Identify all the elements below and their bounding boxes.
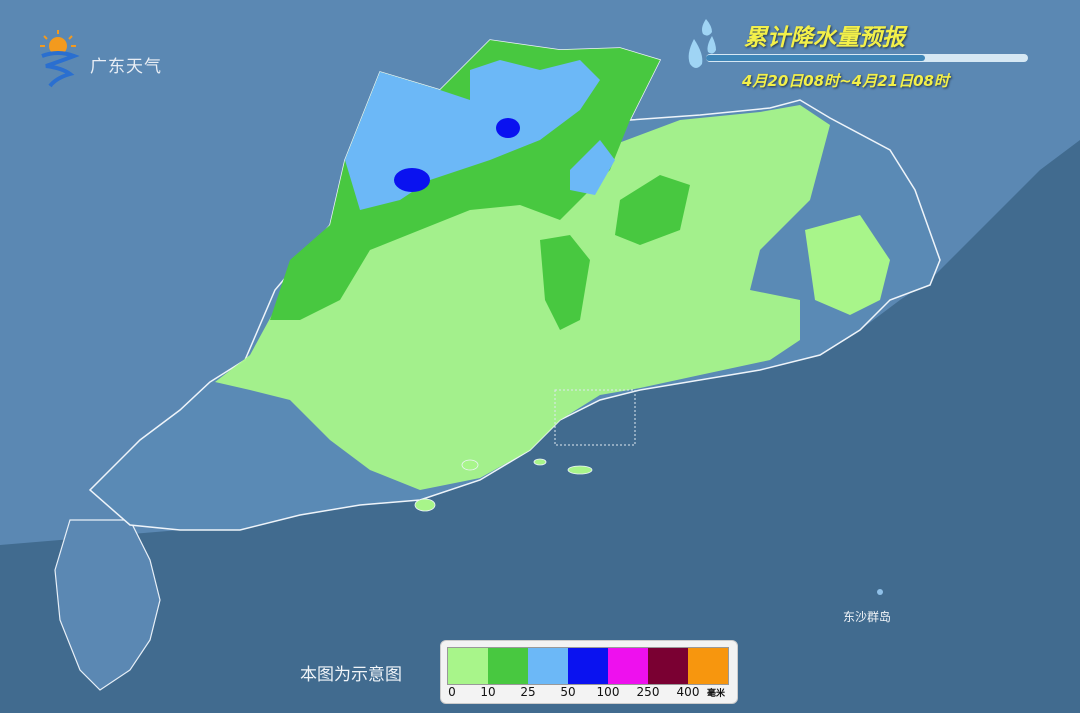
legend-tick: 10 <box>480 685 496 699</box>
rain-zone-50-100-2 <box>496 118 520 138</box>
leizhou-peninsula <box>54 519 161 691</box>
dongsha-islands-label: 东沙群岛 <box>843 610 892 624</box>
sun-logo-icon <box>40 30 80 88</box>
legend-tick: 50 <box>560 685 576 699</box>
legend-swatch <box>528 648 568 684</box>
legend-swatch <box>688 648 728 684</box>
guangdong-weather-logo: 广东天气 <box>36 28 162 88</box>
legend-swatch <box>568 648 608 684</box>
rain-zone-10-25-spot2 <box>540 235 590 330</box>
logo-text: 广东天气 <box>90 56 162 77</box>
map-title: 累计降水量预报 <box>744 25 905 51</box>
legend-tick: 400 <box>676 685 700 699</box>
legend-ticks: 0 10 25 50 100 250 400 <box>441 685 737 701</box>
title-panel: 累计降水量预报 4月20日08时~4月21日08时 <box>684 14 1034 94</box>
legend-tick: 25 <box>520 685 536 699</box>
legend-swatches <box>447 647 729 685</box>
legend-swatch <box>448 648 488 684</box>
rain-zone-50-100 <box>394 168 430 192</box>
hong-kong-box <box>554 389 636 446</box>
rain-zone-10-25-spot <box>615 175 690 245</box>
legend-swatch <box>608 648 648 684</box>
legend-swatch <box>648 648 688 684</box>
rain-zone-25-50-east <box>570 140 615 195</box>
dongsha-island <box>877 589 883 595</box>
schematic-note: 本图为示意图 <box>300 665 402 685</box>
legend-unit: 毫米 <box>707 689 726 699</box>
time-progress-bar <box>706 54 1028 62</box>
islands <box>414 458 593 512</box>
date-range: 4月20日08时~4月21日08时 <box>742 72 949 90</box>
rain-zone-0-10-east <box>805 215 890 315</box>
legend-tick: 0 <box>448 685 456 699</box>
legend-tick: 100 <box>596 685 620 699</box>
time-progress-fill <box>706 55 925 61</box>
water-drops-icon <box>688 19 716 68</box>
legend-tick: 250 <box>636 685 660 699</box>
legend-swatch <box>488 648 528 684</box>
legend: 0 10 25 50 100 250 400 毫米 <box>440 640 738 704</box>
